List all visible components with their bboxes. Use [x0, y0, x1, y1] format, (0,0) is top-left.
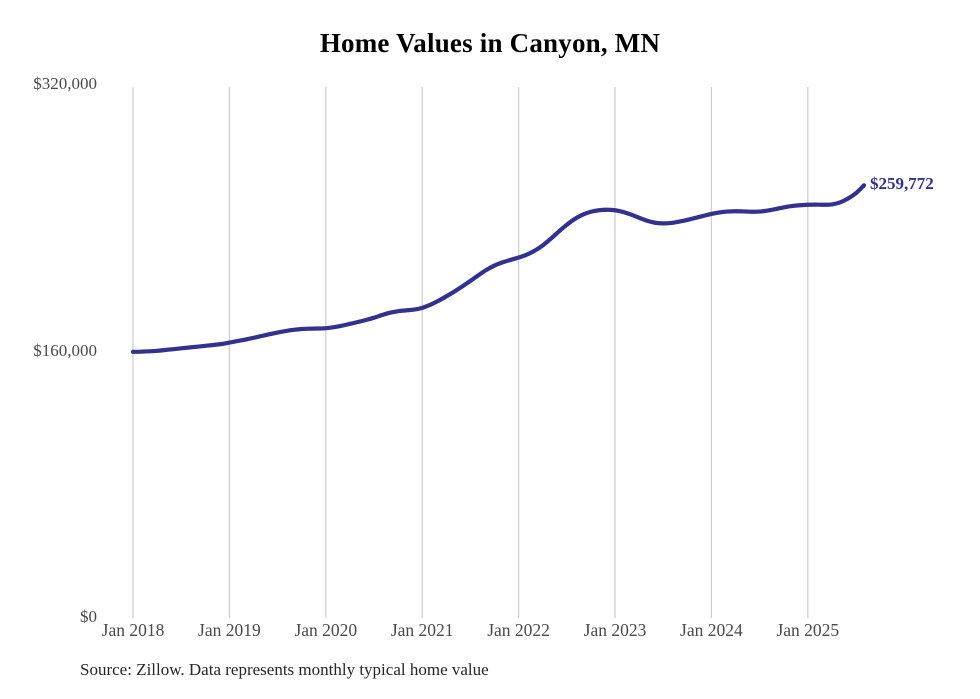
- x-axis-tick-label: Jan 2022: [487, 620, 550, 640]
- x-axis-tick-label: Jan 2024: [680, 620, 743, 640]
- source-note: Source: Zillow. Data represents monthly …: [80, 660, 489, 679]
- chart-title: Home Values in Canyon, MN: [319, 28, 661, 58]
- x-axis-tick-label: Jan 2018: [101, 620, 165, 640]
- x-axis-tick-label: Jan 2019: [198, 620, 261, 640]
- x-axis-tick-label: Jan 2025: [776, 620, 840, 640]
- x-axis-tick-label: Jan 2020: [294, 620, 358, 640]
- x-axis-tick-label: Jan 2023: [583, 620, 647, 640]
- gridlines: [132, 87, 809, 618]
- home-value-line: [130, 183, 867, 354]
- y-axis-tick-label: $160,000: [33, 340, 97, 360]
- y-axis-tick-label: $320,000: [33, 74, 97, 93]
- x-axis-tick-label: Jan 2021: [390, 620, 454, 640]
- end-value-label: $259,772: [870, 174, 934, 194]
- y-axis-tick-label: $0: [80, 607, 97, 626]
